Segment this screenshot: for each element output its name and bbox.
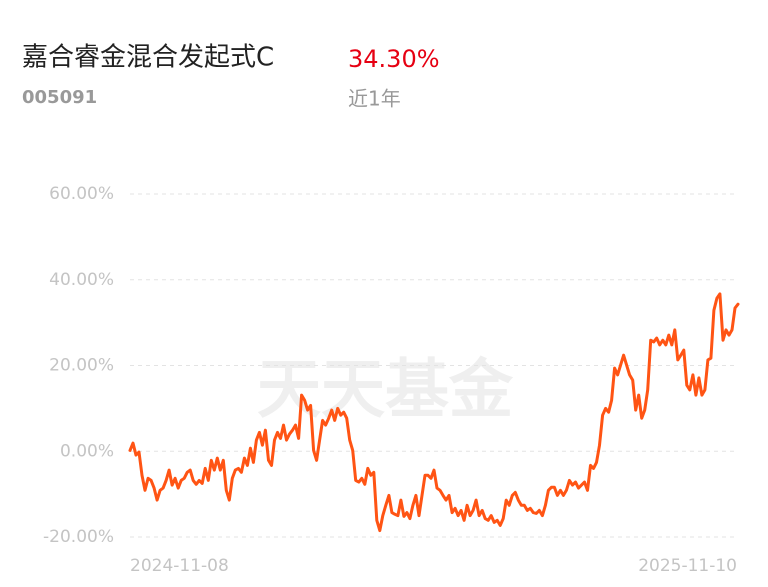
y-tick-label: -20.00% xyxy=(43,527,114,547)
return-value: 34.30% xyxy=(348,45,440,73)
line xyxy=(128,292,740,533)
x-tick-label: 2024-11-08 xyxy=(130,556,229,576)
y-tick-label: 60.00% xyxy=(49,184,114,204)
y-tick-label: 20.00% xyxy=(49,356,114,376)
period: 近1年 xyxy=(348,87,401,111)
fund-code: 005091 xyxy=(22,87,97,108)
y-tick-label: 0.00% xyxy=(60,441,114,461)
y-tick-label: 40.00% xyxy=(49,270,114,290)
fund-name: 嘉合睿金混合发起式C xyxy=(22,43,274,73)
x-tick-label: 2025-11-10 xyxy=(638,556,737,576)
watermark: 天天基金 xyxy=(257,353,514,428)
